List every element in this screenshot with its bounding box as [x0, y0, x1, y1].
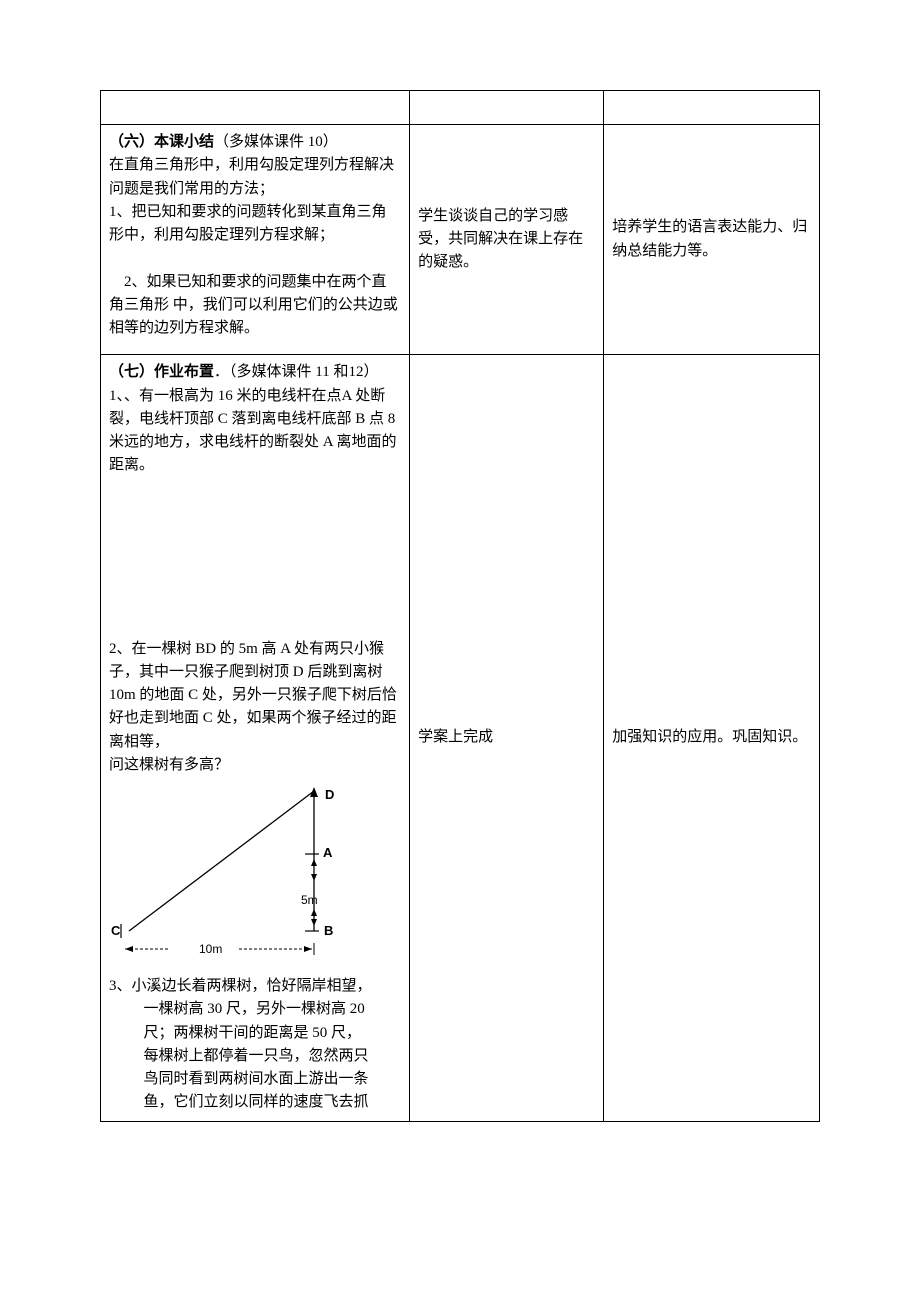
label-5m: 5m — [301, 893, 318, 907]
section7-q3-l1: 一棵树高 30 尺，另外一棵树高 20 — [144, 1001, 365, 1017]
cell-section7-col2: 学案上完成 — [410, 355, 604, 1121]
section7-title-suffix: ．（多媒体课件 11 和12） — [214, 364, 378, 380]
section7-q3-l2: 尺；两棵树干间的距离是 50 尺， — [144, 1025, 362, 1041]
label-D: D — [325, 787, 334, 802]
section7-q3-l5: 鱼，它们立刻以同样的速度飞去抓 — [144, 1094, 369, 1110]
label-A: A — [323, 845, 333, 860]
section6-point2: 2、如果已知和要求的问题集中在两个直角三角形 中，我们可以利用它们的公共边或相等… — [109, 271, 401, 341]
section7-q3-l3: 每棵树上都停着一只鸟，忽然两只 — [144, 1048, 369, 1064]
lesson-plan-table: （六）本课小结（多媒体课件 10） 在直角三角形中，利用勾股定理列方程解决问题是… — [100, 90, 820, 1122]
cell-section7-col3: 加强知识的应用。巩固知识。 — [604, 355, 820, 1121]
label-C: C — [111, 923, 121, 938]
section7-q2: 2、在一棵树 BD 的 5m 高 A 处有两只小猴子，其中一只猴子爬到树顶 D … — [109, 641, 397, 750]
section6-title-suffix: （多媒体课件 10） — [214, 134, 338, 150]
cell-section7-content: （七）作业布置．（多媒体课件 11 和12） 1、、有一根高为 16 米的电线杆… — [101, 355, 410, 1121]
cell-section6-content: （六）本课小结（多媒体课件 10） 在直角三角形中，利用勾股定理列方程解决问题是… — [101, 125, 410, 355]
label-10m: 10m — [199, 942, 222, 956]
label-B: B — [324, 923, 333, 938]
table-row: （七）作业布置．（多媒体课件 11 和12） 1、、有一根高为 16 米的电线杆… — [101, 355, 820, 1121]
cell-section6-col3: 培养学生的语言表达能力、归纳总结能力等。 — [604, 125, 820, 355]
section7-q3-l4: 鸟同时看到两树间水面上游出一条 — [144, 1071, 369, 1087]
section6-line1: 在直角三角形中，利用勾股定理列方程解决问题是我们常用的方法； — [109, 157, 394, 196]
cell-empty — [101, 91, 410, 125]
section7-title: （七）作业布置 — [109, 364, 214, 380]
cell-empty — [410, 91, 604, 125]
table-row — [101, 91, 820, 125]
section6-title: （六）本课小结 — [109, 134, 214, 150]
section7-q1: 1、、有一根高为 16 米的电线杆在点A 处断裂，电线杆顶部 C 落到离电线杆底… — [109, 388, 397, 474]
cell-empty — [604, 91, 820, 125]
section7-q3-head: 3、小溪边长着两棵树，恰好隔岸相望， — [109, 978, 372, 994]
section7-q2-tail: 问这棵树有多高？ — [109, 757, 229, 773]
table-row: （六）本课小结（多媒体课件 10） 在直角三角形中，利用勾股定理列方程解决问题是… — [101, 125, 820, 355]
tree-diagram: D A 5m B C 10m — [109, 781, 359, 971]
cell-section6-col2: 学生谈谈自己的学习感受，共同解决在课上存在的疑惑。 — [410, 125, 604, 355]
section6-point1: 1、把已知和要求的问题转化到某直角三角形中，利用勾股定理列方程求解； — [109, 204, 387, 243]
